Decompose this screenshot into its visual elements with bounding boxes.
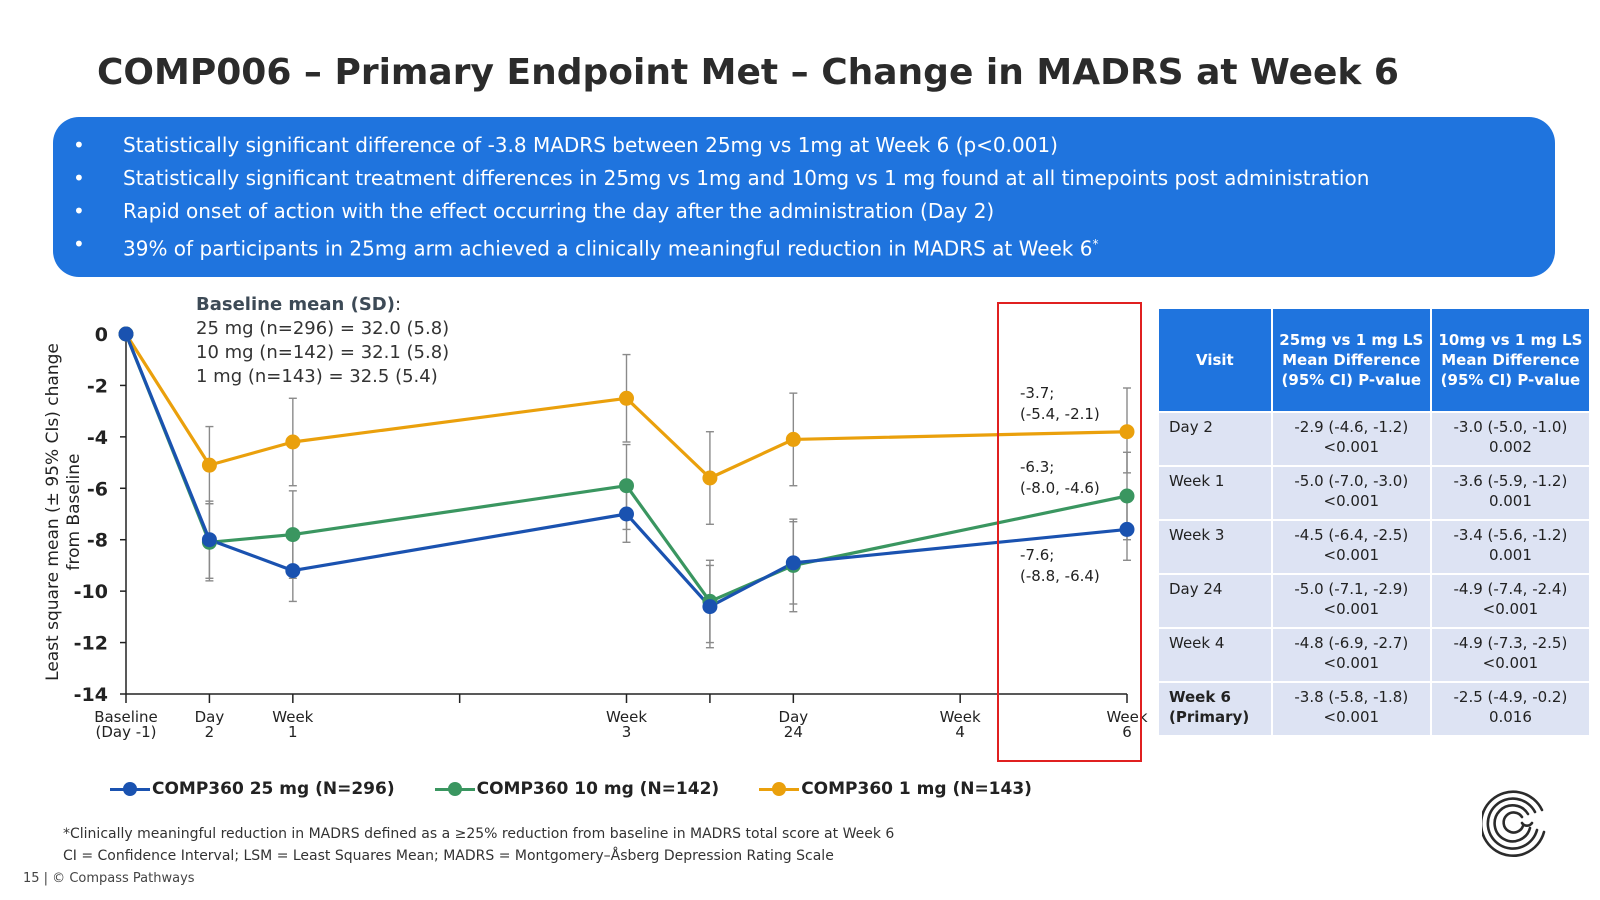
data-point-1 <box>619 478 634 494</box>
x-tick-label: 4 <box>955 723 965 741</box>
company-logo-icon <box>1482 790 1546 858</box>
x-tick-label: Week <box>272 708 313 726</box>
footnote-1: *Clinically meaningful reduction in MADR… <box>63 826 895 842</box>
chart-legend: COMP360 25 mg (N=296) COMP360 10 mg (N=1… <box>110 777 1072 801</box>
data-point-1 <box>1119 488 1135 504</box>
table-row: Week 4 -4.8 (-6.9, -2.7) <0.001 -4.9 (-7.… <box>1157 627 1592 683</box>
table-row: Day 24 -5.0 (-7.1, -2.9) <0.001 -4.9 (-7.… <box>1157 573 1592 629</box>
baseline-heading: Baseline mean (SD) <box>196 294 395 315</box>
legend-item-1mg: COMP360 1 mg (N=143) <box>759 779 1032 799</box>
data-point-2 <box>285 434 301 450</box>
x-tick-label: 1 <box>288 723 298 741</box>
data-point-0 <box>118 326 134 342</box>
data-point-0 <box>702 599 718 615</box>
header-10mg: 10mg vs 1 mg LS Mean Difference (95% CI)… <box>1429 307 1592 413</box>
x-tick-label: 3 <box>622 723 632 741</box>
data-point-2 <box>785 431 801 447</box>
header-visit: Visit <box>1157 307 1273 413</box>
header-25mg: 25mg vs 1 mg LS Mean Difference (95% CI)… <box>1270 307 1432 413</box>
baseline-line: 10 mg (n=142) = 32.1 (5.8) <box>196 342 450 363</box>
y-tick-label: -14 <box>74 684 108 706</box>
y-tick-label: -10 <box>74 581 108 603</box>
x-tick-label: 24 <box>784 723 803 741</box>
banner-bullet: Rapid onset of action with the effect oc… <box>73 195 1535 228</box>
x-tick-label: Week <box>940 708 981 726</box>
table-row-primary: Week 6 (Primary) -3.8 (-5.8, -1.8) <0.001 … <box>1157 681 1592 737</box>
legend-item-10mg: COMP360 10 mg (N=142) <box>434 779 719 799</box>
legend-item-25mg: COMP360 25 mg (N=296) <box>110 779 395 799</box>
footnote-marker: * <box>1092 237 1099 251</box>
annotation-25mg: -7.6; (-8.8, -6.4) <box>1020 546 1100 585</box>
y-tick-label: -12 <box>74 633 108 655</box>
y-tick-label: -2 <box>87 375 108 397</box>
baseline-line: 25 mg (n=296) = 32.0 (5.8) <box>196 318 450 339</box>
x-tick-label: (Day -1) <box>95 723 156 741</box>
data-point-2 <box>619 390 634 406</box>
baseline-mean-box: Baseline mean (SD): 25 mg (n=296) = 32.0… <box>196 294 450 387</box>
key-findings-banner: Statistically significant difference of … <box>53 117 1555 277</box>
data-point-1 <box>285 527 301 543</box>
data-point-2 <box>201 457 217 473</box>
data-point-0 <box>1119 521 1135 537</box>
banner-bullet: 39% of participants in 25mg arm achieved… <box>73 228 1535 266</box>
x-tick-label: 2 <box>205 723 215 741</box>
y-tick-label: 0 <box>95 324 108 346</box>
x-tick-label: Day <box>779 708 809 726</box>
y-tick-label: -4 <box>87 427 108 449</box>
page-title: COMP006 – Primary Endpoint Met – Change … <box>97 52 1399 93</box>
data-point-2 <box>1119 424 1135 440</box>
table-row: Day 2 -2.9 (-4.6, -1.2) <0.001 -3.0 (-5.0… <box>1157 411 1592 467</box>
data-point-0 <box>285 563 301 579</box>
week6-highlight-box <box>997 302 1142 762</box>
banner-bullet: Statistically significant difference of … <box>73 129 1535 162</box>
data-point-0 <box>201 532 217 548</box>
annotation-1mg: -3.7; (-5.4, -2.1) <box>1020 384 1100 423</box>
footnote-2: CI = Confidence Interval; LSM = Least Sq… <box>63 848 834 864</box>
table-row: Week 1 -5.0 (-7.0, -3.0) <0.001 -3.6 (-5.… <box>1157 465 1592 521</box>
y-tick-label: -6 <box>87 478 108 500</box>
x-tick-label: Day <box>195 708 225 726</box>
x-tick-label: 6 <box>1122 723 1132 741</box>
x-tick-label: Baseline <box>94 708 158 726</box>
x-tick-label: Week <box>606 708 647 726</box>
footnotes: *Clinically meaningful reduction in MADR… <box>63 823 894 867</box>
x-tick-label: Week <box>1106 708 1147 726</box>
data-point-0 <box>785 555 801 571</box>
y-tick-label: -8 <box>87 530 108 552</box>
page-footer: 15 | © Compass Pathways <box>23 871 195 886</box>
results-table: Visit 25mg vs 1 mg LS Mean Difference (9… <box>1157 307 1592 737</box>
table-row: Week 3 -4.5 (-6.4, -2.5) <0.001 -3.4 (-5.… <box>1157 519 1592 575</box>
baseline-line: 1 mg (n=143) = 32.5 (5.4) <box>196 366 438 387</box>
annotation-10mg: -6.3; (-8.0, -4.6) <box>1020 458 1100 497</box>
data-point-0 <box>619 506 634 522</box>
banner-bullet: Statistically significant treatment diff… <box>73 162 1535 195</box>
data-point-2 <box>702 470 718 486</box>
